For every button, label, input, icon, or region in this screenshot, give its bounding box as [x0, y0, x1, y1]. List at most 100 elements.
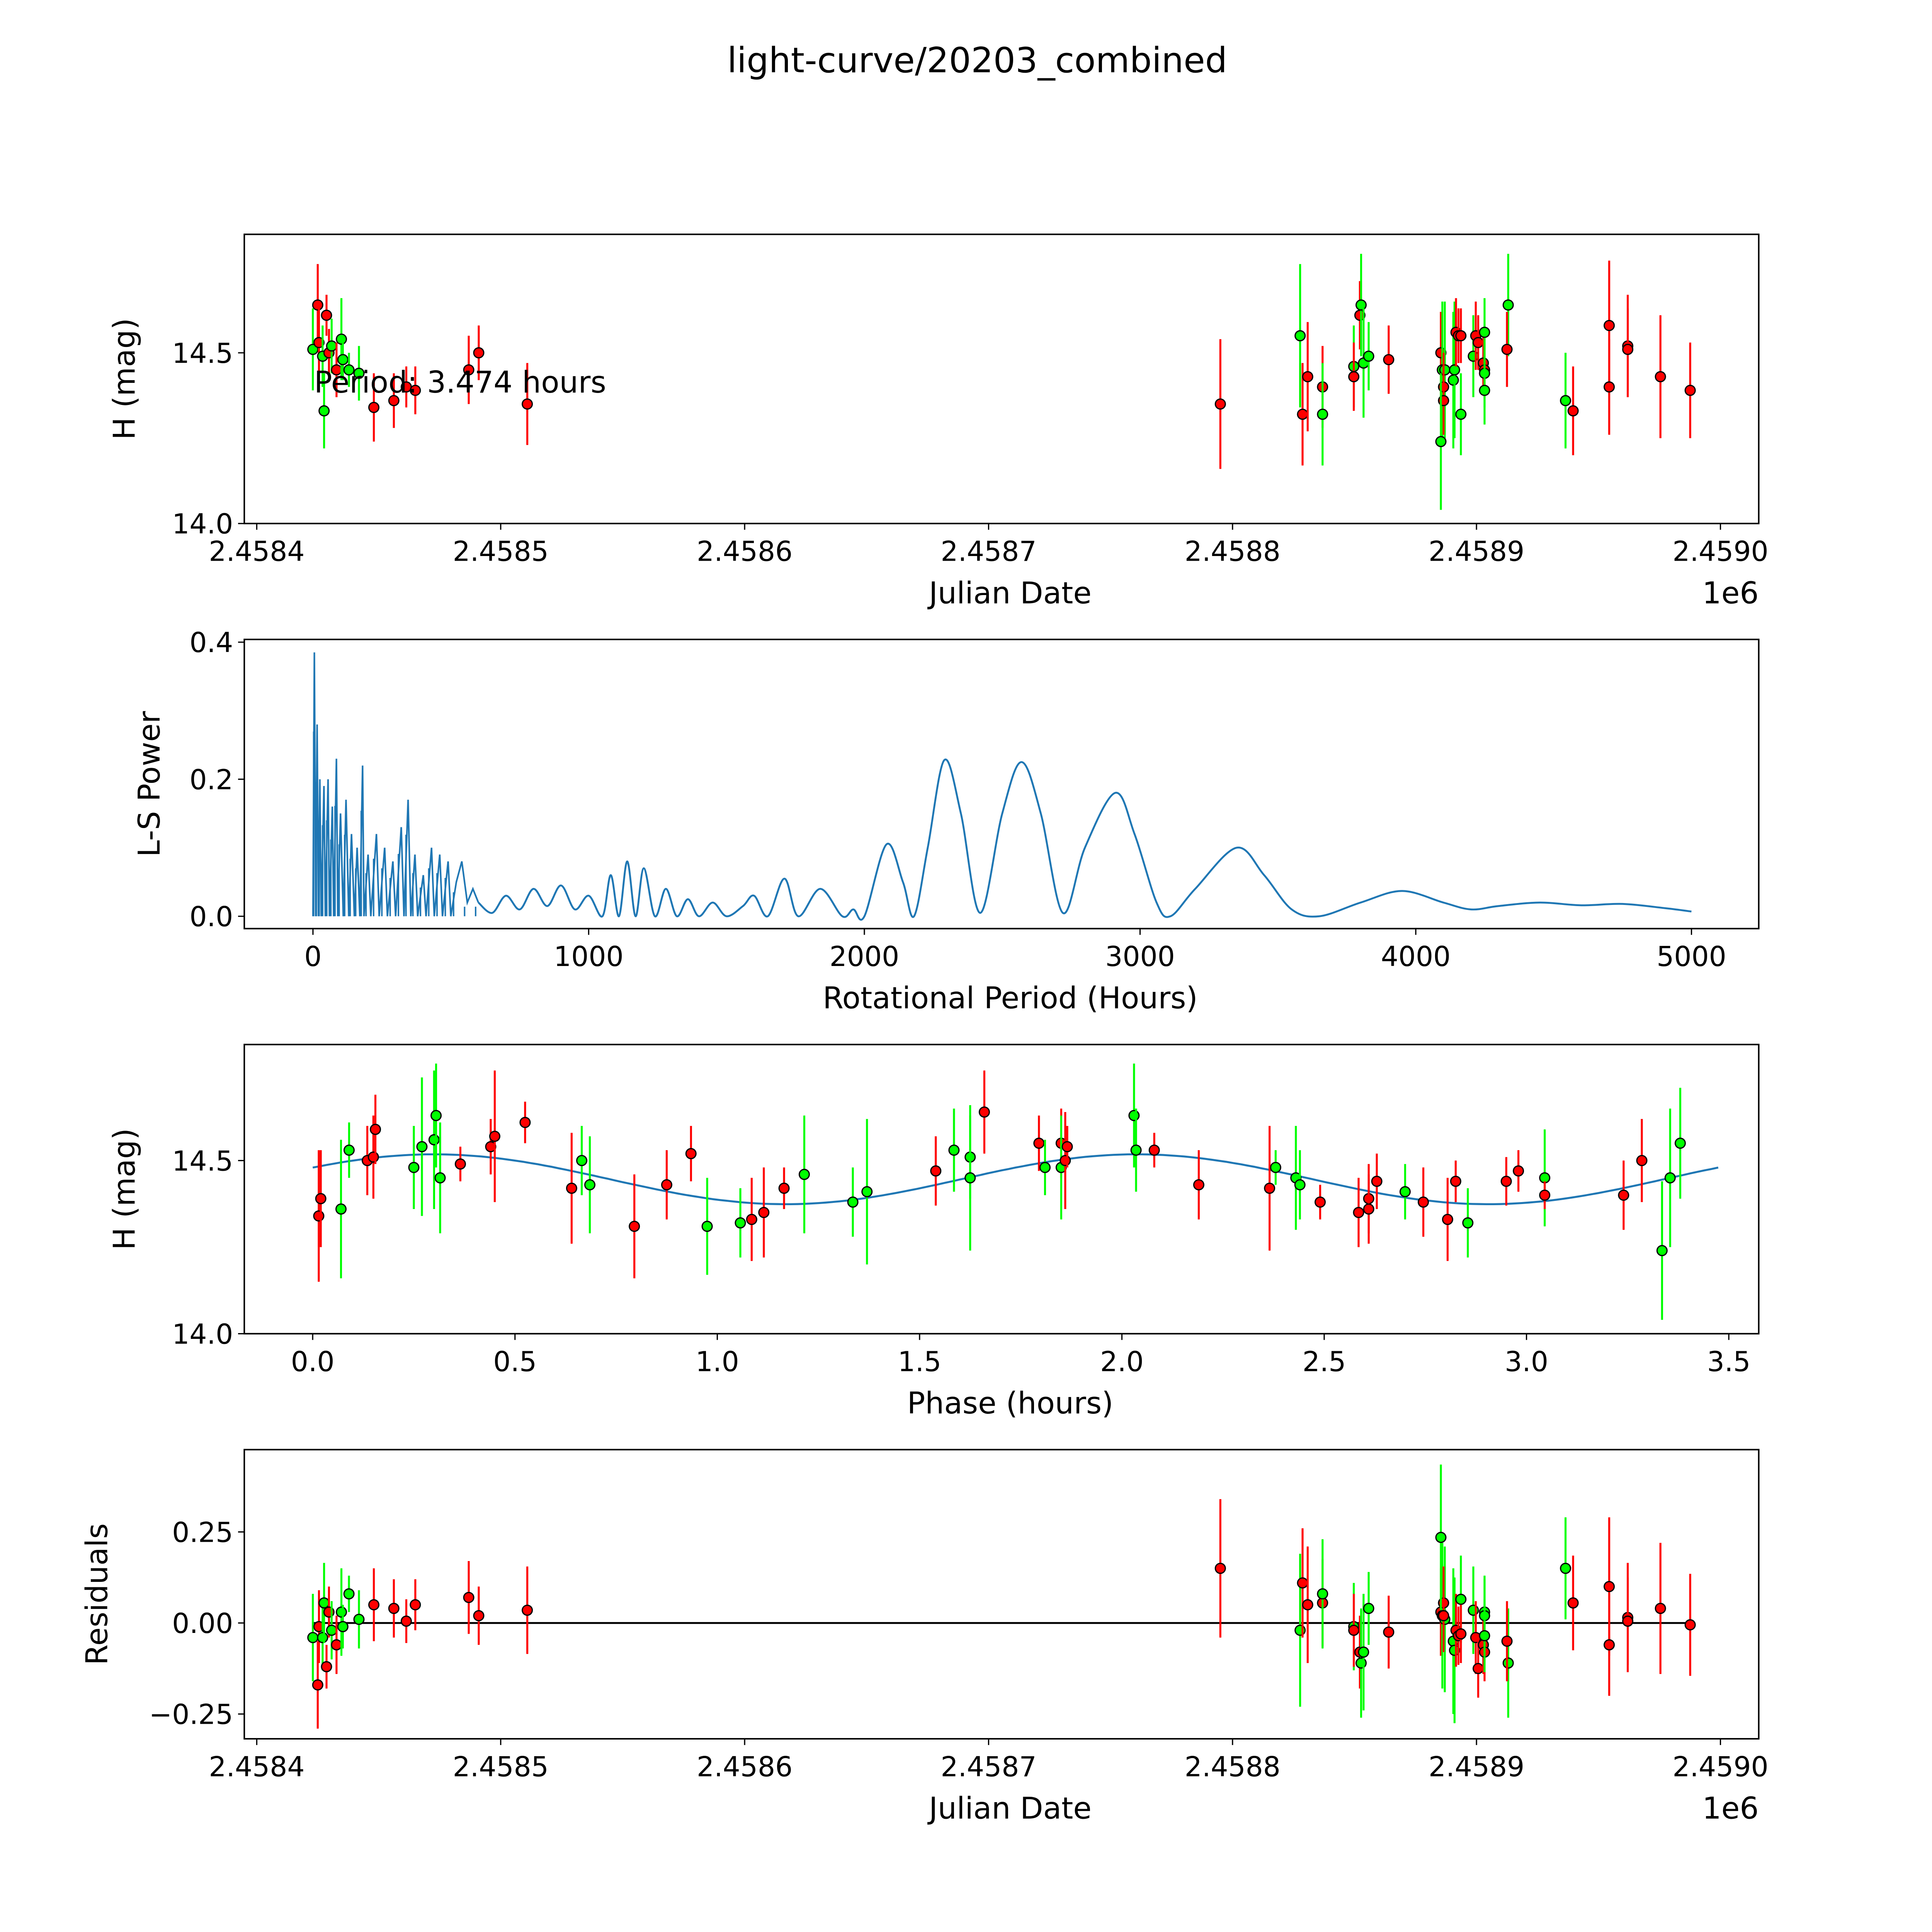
phase-point [370, 1124, 381, 1135]
phase-point [566, 1182, 577, 1194]
phase-point [1264, 1182, 1276, 1194]
phase-point [1462, 1217, 1474, 1229]
data-point [307, 344, 319, 355]
data-point [1455, 408, 1467, 420]
phase-point [1418, 1196, 1429, 1208]
data-point [388, 395, 400, 406]
phase-point [629, 1221, 640, 1232]
residual-point [1438, 1610, 1449, 1621]
period-annotation: Period: 3.474 hours [314, 365, 606, 400]
residual-point [1455, 1594, 1467, 1605]
phase-point [416, 1141, 428, 1153]
figure-title: light-curve/20203_combined [727, 40, 1227, 81]
data-point [318, 405, 330, 417]
data-point [1355, 299, 1367, 311]
x-tick-label: 0.0 [291, 1345, 335, 1378]
data-point [1449, 364, 1460, 376]
phase-point [428, 1134, 440, 1146]
axes-frame [243, 1449, 1760, 1740]
phase-point [434, 1172, 446, 1184]
x-tick-label: 1.0 [696, 1345, 739, 1378]
y-axis-label: H (mag) [107, 1128, 142, 1250]
phase-point [1294, 1179, 1306, 1190]
phase-point [584, 1179, 596, 1190]
data-point [1502, 299, 1514, 311]
residual-point [1363, 1603, 1374, 1614]
residual-point [1567, 1597, 1579, 1609]
data-point [1348, 371, 1360, 383]
phase-point [315, 1193, 327, 1204]
residual-point [1383, 1626, 1395, 1638]
residual-point [318, 1597, 330, 1609]
residual-point [1622, 1616, 1634, 1627]
x-tick-label: 0.5 [493, 1345, 537, 1378]
data-point [522, 398, 533, 410]
phase-point [847, 1196, 859, 1208]
phase-point [1674, 1138, 1686, 1149]
data-point [1214, 398, 1226, 410]
phase-point [1060, 1155, 1071, 1166]
data-point [410, 384, 421, 396]
x-tick-label: 1000 [554, 940, 624, 973]
plot-area [307, 1464, 1696, 1729]
y-axis-label: L-S Power [132, 711, 167, 857]
data-point [1363, 350, 1374, 362]
phase-point [1033, 1138, 1045, 1149]
y-tick-label: 0.25 [172, 1516, 233, 1548]
phase-point [1270, 1162, 1281, 1173]
phase-point [576, 1155, 588, 1166]
phase-point [454, 1158, 466, 1170]
data-point [321, 310, 332, 321]
phase-point [735, 1217, 746, 1229]
data-point [463, 364, 474, 376]
x-tick-label: 2.4590 [1672, 1751, 1768, 1783]
residual-point [1655, 1603, 1666, 1614]
residual-point [400, 1616, 412, 1627]
x-tick-label: 0 [304, 940, 321, 973]
phase-point [1193, 1179, 1204, 1190]
x-tick-label: 2.0 [1100, 1345, 1144, 1378]
phase-point [1539, 1189, 1551, 1201]
x-axis-label: Rotational Period (Hours) [823, 981, 1197, 1016]
x-tick-label: 2.4584 [209, 536, 304, 568]
residual-point [368, 1599, 380, 1611]
y-tick-label: 14.0 [172, 508, 233, 540]
phase-point [1450, 1175, 1461, 1187]
panel-phased: 0.0 0.5 1.0 1.5 2.0 2.5 3.0 3.5 14.0 14.5 Phase (h… [107, 1044, 1760, 1421]
plot-area [307, 253, 1696, 510]
x-tick-label: 2000 [830, 940, 900, 973]
phase-point [1061, 1141, 1073, 1153]
data-point [1560, 395, 1571, 406]
residual-point [331, 1639, 342, 1651]
phase-point [343, 1145, 355, 1156]
x-tick-label: 2.4584 [209, 1751, 304, 1783]
x-tick-label: 2.4589 [1429, 1751, 1524, 1783]
x-tick-label: 2.4587 [940, 1751, 1036, 1783]
x-tick-label: 2.4588 [1185, 536, 1281, 568]
y-tick-label: 14.0 [172, 1318, 233, 1350]
y-tick-label: 14.5 [172, 1145, 233, 1177]
panel-residuals: 2.4584 2.4585 2.4586 2.4587 2.4588 2.4589 2.45… [80, 1449, 1769, 1826]
phase-point [701, 1221, 713, 1232]
phase-point [335, 1203, 347, 1215]
data-point [1655, 371, 1666, 383]
data-point [312, 299, 323, 311]
phase-point [1130, 1145, 1142, 1156]
phase-point [1656, 1245, 1668, 1257]
residual-point [326, 1624, 337, 1636]
y-axis-label: Residuals [80, 1523, 114, 1665]
data-point [1479, 327, 1490, 338]
phase-point [948, 1145, 960, 1156]
residual-point [1560, 1563, 1571, 1574]
residual-point [1473, 1663, 1484, 1674]
phase-point [1399, 1186, 1411, 1197]
x-tick-label: 2.5 [1303, 1345, 1346, 1378]
phase-point [1442, 1214, 1453, 1225]
data-point [353, 367, 365, 379]
data-point [1473, 337, 1484, 349]
x-tick-label: 2.4587 [940, 536, 1036, 568]
x-tick-label: 5000 [1656, 940, 1726, 973]
y-tick-label: 14.5 [172, 337, 233, 369]
periodogram-line [478, 759, 1692, 921]
residual-point [1502, 1657, 1514, 1669]
